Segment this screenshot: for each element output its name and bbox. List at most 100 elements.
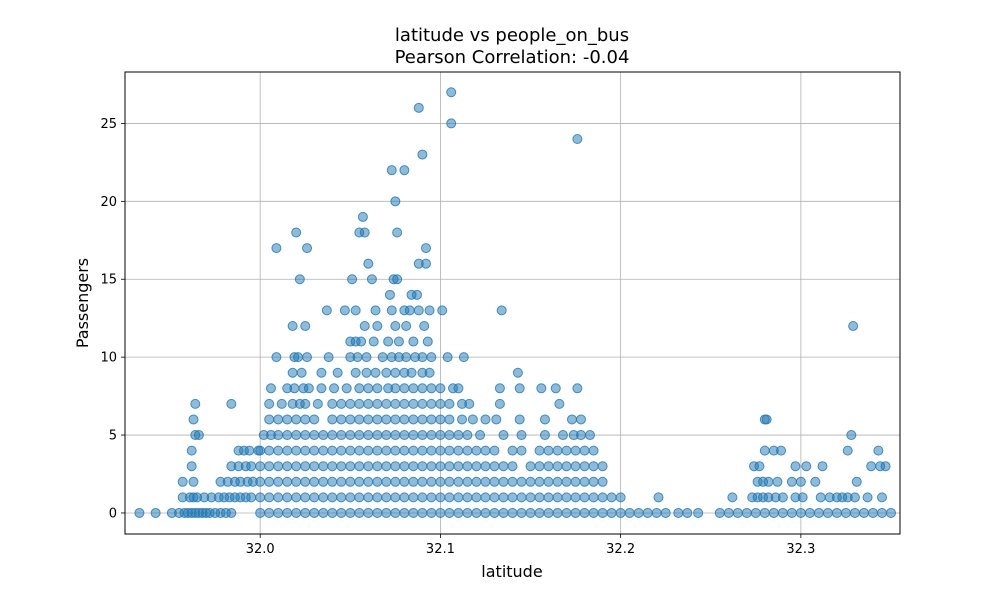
data-point — [150, 507, 161, 518]
data-point — [363, 258, 374, 269]
data-point — [390, 492, 401, 503]
data-point — [417, 492, 428, 503]
data-point — [876, 492, 887, 503]
data-point — [420, 243, 431, 254]
data-point — [190, 398, 201, 409]
data-point — [804, 507, 815, 518]
data-point — [507, 507, 518, 518]
data-point — [363, 445, 374, 456]
data-point — [426, 383, 437, 394]
data-point — [597, 492, 608, 503]
data-point — [539, 430, 550, 441]
data-point — [579, 476, 590, 487]
data-point — [417, 430, 428, 441]
data-point — [359, 320, 370, 331]
data-point — [849, 492, 860, 503]
data-point — [570, 507, 581, 518]
data-point — [588, 492, 599, 503]
data-point — [309, 445, 320, 456]
data-point — [840, 507, 851, 518]
data-point — [763, 476, 774, 487]
data-point — [188, 476, 199, 487]
data-point — [341, 383, 352, 394]
data-point — [372, 476, 383, 487]
data-point — [401, 352, 412, 363]
data-point — [390, 383, 401, 394]
data-point — [444, 461, 455, 472]
data-point — [390, 445, 401, 456]
data-point — [815, 492, 826, 503]
data-point — [453, 461, 464, 472]
data-point — [880, 461, 891, 472]
data-point — [293, 352, 304, 363]
data-point — [352, 352, 363, 363]
data-point — [579, 507, 590, 518]
data-point — [399, 383, 410, 394]
x-tick-label: 32.3 — [786, 542, 815, 557]
data-point — [417, 398, 428, 409]
data-point — [370, 367, 381, 378]
data-point — [336, 430, 347, 441]
data-point — [480, 492, 491, 503]
data-point — [462, 507, 473, 518]
data-point — [585, 430, 595, 441]
data-point — [417, 507, 428, 518]
data-point — [318, 507, 329, 518]
data-point — [534, 476, 545, 487]
data-point — [300, 492, 311, 503]
data-point — [302, 352, 313, 363]
data-point — [188, 414, 199, 425]
data-point — [318, 430, 329, 441]
data-point — [435, 398, 446, 409]
data-point — [291, 492, 302, 503]
data-point — [354, 507, 365, 518]
data-point — [848, 320, 859, 331]
data-point — [682, 507, 693, 518]
data-point — [363, 414, 374, 425]
data-point — [498, 461, 509, 472]
data-point — [653, 492, 664, 503]
data-point — [467, 414, 478, 425]
data-point — [399, 398, 410, 409]
data-point — [417, 476, 428, 487]
data-point — [294, 274, 305, 285]
data-point — [381, 445, 392, 456]
data-point — [408, 507, 419, 518]
data-point — [363, 492, 374, 503]
data-point — [318, 461, 329, 472]
data-point — [282, 430, 293, 441]
data-point — [370, 305, 381, 316]
data-point — [361, 352, 372, 363]
data-point — [471, 445, 482, 456]
data-point — [462, 461, 473, 472]
data-point — [361, 367, 372, 378]
data-point — [660, 507, 671, 518]
data-point — [291, 227, 302, 238]
data-point — [606, 492, 617, 503]
data-point — [408, 445, 419, 456]
data-point — [575, 430, 586, 441]
data-point — [606, 507, 617, 518]
data-point — [552, 476, 563, 487]
data-point — [424, 305, 435, 316]
data-point — [453, 476, 464, 487]
data-point — [426, 461, 437, 472]
data-point — [424, 367, 435, 378]
data-point — [426, 445, 437, 456]
data-point — [300, 476, 311, 487]
data-point — [420, 258, 431, 269]
data-point — [759, 507, 770, 518]
data-point — [381, 367, 392, 378]
data-point — [516, 476, 527, 487]
data-point — [570, 476, 581, 487]
data-point — [561, 492, 572, 503]
data-point — [566, 414, 577, 425]
data-point — [392, 227, 403, 238]
data-point — [817, 461, 828, 472]
data-point — [408, 398, 419, 409]
data-point — [390, 320, 401, 331]
data-point — [849, 507, 860, 518]
data-point — [350, 367, 361, 378]
data-point — [318, 492, 329, 503]
data-point — [534, 445, 545, 456]
